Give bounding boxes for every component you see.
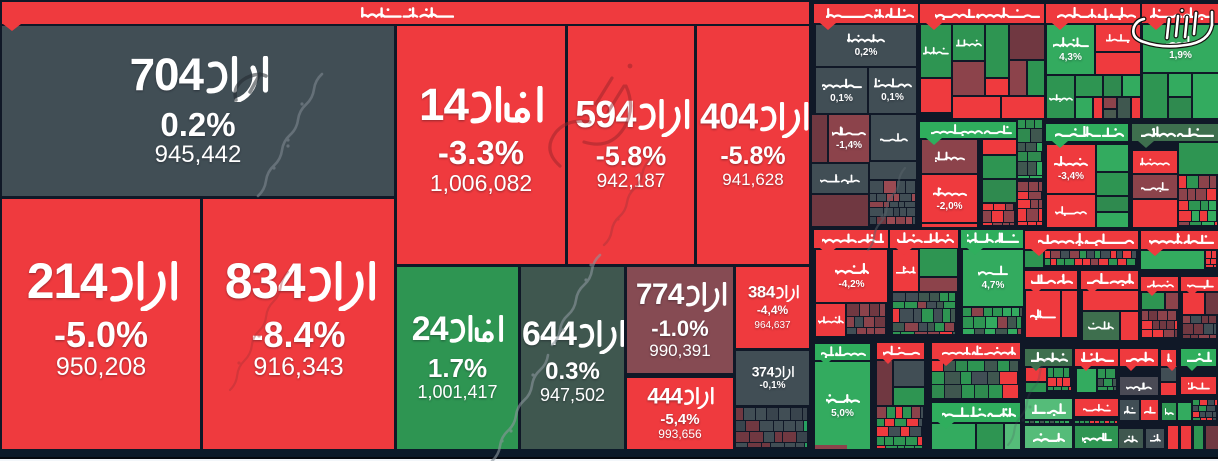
- svg-text:384: 384: [747, 285, 775, 302]
- svg-text:24: 24: [412, 315, 449, 348]
- svg-text:774: 774: [635, 282, 684, 311]
- svg-text:644: 644: [522, 320, 577, 353]
- svg-text:404: 404: [700, 102, 758, 137]
- svg-text:444: 444: [647, 387, 683, 408]
- svg-text:14: 14: [419, 86, 469, 130]
- svg-text:834: 834: [224, 261, 305, 309]
- svg-text:704: 704: [130, 56, 205, 100]
- svg-text:214: 214: [27, 261, 108, 309]
- svg-text:374: 374: [752, 366, 775, 379]
- svg-text:594: 594: [575, 99, 636, 135]
